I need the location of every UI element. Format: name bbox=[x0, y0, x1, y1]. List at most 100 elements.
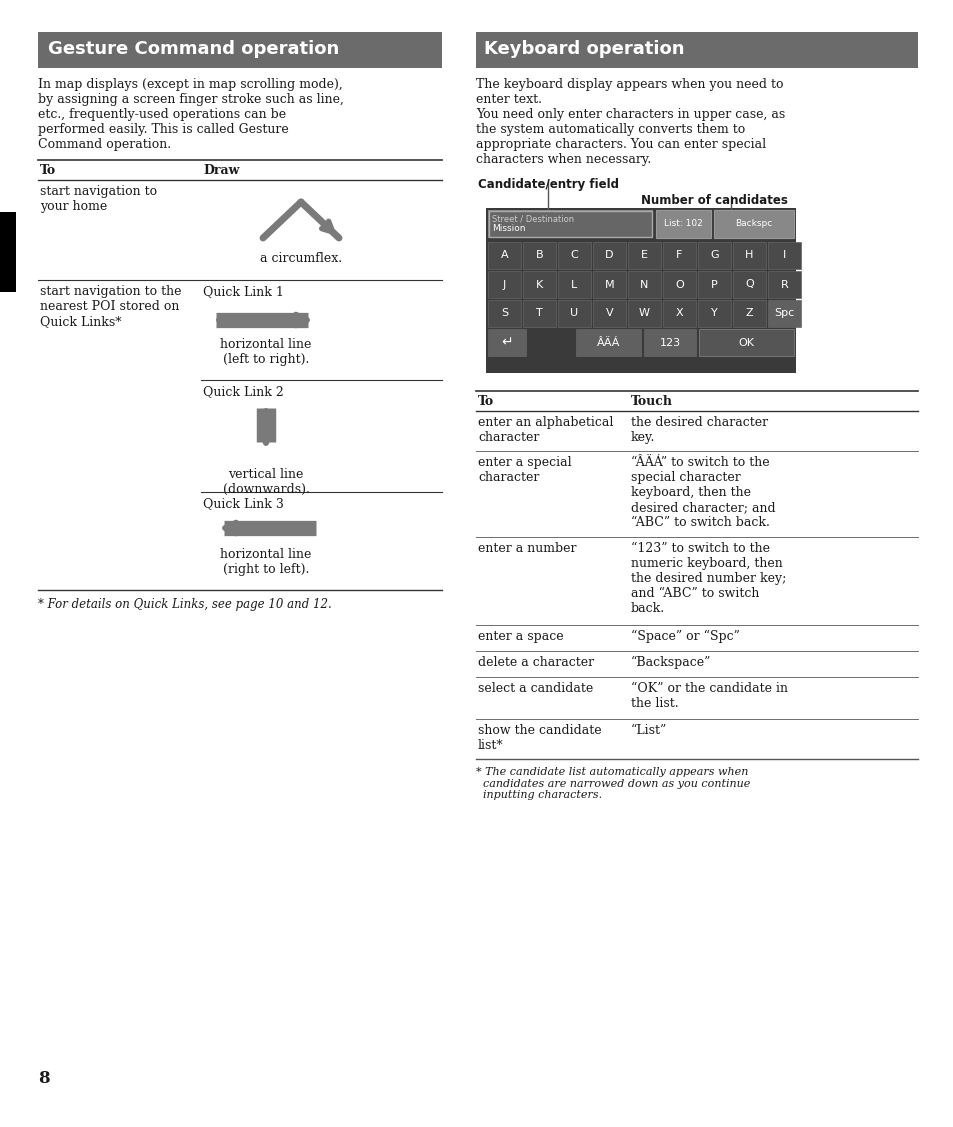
Text: enter a space: enter a space bbox=[477, 630, 563, 644]
Text: show the candidate
list*: show the candidate list* bbox=[477, 724, 601, 752]
Text: the desired character
key.: the desired character key. bbox=[630, 416, 767, 444]
Text: 8: 8 bbox=[38, 1070, 50, 1088]
Text: The keyboard display appears when you need to
enter text.
You need only enter ch: The keyboard display appears when you ne… bbox=[476, 78, 784, 166]
Bar bbox=[627, 300, 660, 327]
Text: Quick Link 3: Quick Link 3 bbox=[203, 497, 284, 511]
Text: Q: Q bbox=[744, 279, 753, 290]
Text: P: P bbox=[710, 279, 717, 290]
Text: W: W bbox=[639, 309, 649, 319]
Text: J: J bbox=[502, 279, 506, 290]
Bar bbox=[558, 300, 590, 327]
Text: E: E bbox=[640, 250, 647, 260]
Text: L: L bbox=[571, 279, 577, 290]
Text: C: C bbox=[570, 250, 578, 260]
Bar bbox=[576, 329, 640, 356]
Bar bbox=[627, 242, 660, 269]
Bar bbox=[732, 242, 765, 269]
Bar bbox=[713, 210, 793, 238]
Text: Backspc: Backspc bbox=[735, 219, 772, 228]
Text: S: S bbox=[500, 309, 508, 319]
Text: Quick Link 2: Quick Link 2 bbox=[203, 385, 283, 398]
Text: V: V bbox=[605, 309, 613, 319]
Bar bbox=[767, 300, 801, 327]
Text: ↵: ↵ bbox=[500, 336, 513, 349]
Text: horizontal line
(left to right).: horizontal line (left to right). bbox=[220, 338, 312, 366]
Bar bbox=[732, 270, 765, 298]
Text: T: T bbox=[536, 309, 542, 319]
Text: N: N bbox=[639, 279, 648, 290]
Text: Gesture Command operation: Gesture Command operation bbox=[48, 39, 339, 57]
Text: delete a character: delete a character bbox=[477, 656, 594, 669]
Text: H: H bbox=[744, 250, 753, 260]
Bar bbox=[593, 242, 625, 269]
Bar bbox=[38, 32, 441, 68]
Text: M: M bbox=[604, 279, 614, 290]
Bar bbox=[698, 242, 730, 269]
Text: U: U bbox=[570, 309, 578, 319]
Text: * For details on Quick Links, see page 10 and 12.: * For details on Quick Links, see page 1… bbox=[38, 598, 332, 611]
Bar bbox=[643, 329, 696, 356]
Text: R: R bbox=[780, 279, 787, 290]
Text: horizontal line
(right to left).: horizontal line (right to left). bbox=[220, 548, 312, 576]
Text: 123: 123 bbox=[659, 337, 679, 347]
Text: List: 102: List: 102 bbox=[663, 219, 701, 228]
Bar bbox=[558, 242, 590, 269]
Text: Candidate/entry field: Candidate/entry field bbox=[477, 178, 618, 190]
Text: select a candidate: select a candidate bbox=[477, 682, 593, 695]
Bar bbox=[699, 329, 793, 356]
Text: Draw: Draw bbox=[203, 165, 239, 177]
Bar bbox=[488, 300, 520, 327]
Bar bbox=[488, 242, 520, 269]
Text: B: B bbox=[536, 250, 543, 260]
Text: Mission: Mission bbox=[492, 224, 525, 233]
Text: I: I bbox=[782, 250, 785, 260]
Bar bbox=[662, 300, 696, 327]
Text: “123” to switch to the
numeric keyboard, then
the desired number key;
and “ABC” : “123” to switch to the numeric keyboard,… bbox=[630, 542, 785, 615]
Bar bbox=[732, 300, 765, 327]
Text: Street / Destination: Street / Destination bbox=[492, 214, 574, 223]
Bar bbox=[656, 210, 710, 238]
Bar bbox=[522, 270, 556, 298]
Text: start navigation to
your home: start navigation to your home bbox=[40, 185, 157, 213]
Text: enter a number: enter a number bbox=[477, 542, 576, 554]
Text: Spc: Spc bbox=[774, 309, 794, 319]
Bar bbox=[593, 300, 625, 327]
Bar bbox=[488, 210, 652, 238]
Text: To: To bbox=[477, 394, 494, 408]
Text: D: D bbox=[604, 250, 613, 260]
Text: Quick Link 1: Quick Link 1 bbox=[203, 285, 284, 298]
Bar bbox=[522, 242, 556, 269]
Text: Number of candidates: Number of candidates bbox=[640, 194, 787, 207]
Text: “List”: “List” bbox=[630, 724, 666, 737]
Bar bbox=[558, 270, 590, 298]
Text: enter a special
character: enter a special character bbox=[477, 456, 571, 483]
Text: “Backspace”: “Backspace” bbox=[630, 656, 711, 669]
Text: Keyboard operation: Keyboard operation bbox=[483, 39, 684, 57]
Text: K: K bbox=[536, 279, 542, 290]
Text: * The candidate list automatically appears when
  candidates are narrowed down a: * The candidate list automatically appea… bbox=[476, 767, 750, 800]
Bar bbox=[0, 212, 16, 292]
Bar bbox=[489, 211, 651, 237]
Bar bbox=[698, 300, 730, 327]
Text: A: A bbox=[500, 250, 508, 260]
Text: “Space” or “Spc”: “Space” or “Spc” bbox=[630, 630, 740, 644]
Bar bbox=[767, 242, 801, 269]
Text: “OK” or the candidate in
the list.: “OK” or the candidate in the list. bbox=[630, 682, 787, 710]
Text: ÂÄÁ: ÂÄÁ bbox=[597, 337, 619, 347]
Bar bbox=[662, 270, 696, 298]
Bar bbox=[485, 208, 795, 373]
Bar bbox=[627, 270, 660, 298]
Bar bbox=[593, 270, 625, 298]
Text: O: O bbox=[675, 279, 683, 290]
Text: enter an alphabetical
character: enter an alphabetical character bbox=[477, 416, 613, 444]
Text: G: G bbox=[709, 250, 718, 260]
Bar bbox=[522, 300, 556, 327]
Bar bbox=[767, 270, 801, 298]
Text: Touch: Touch bbox=[630, 394, 672, 408]
Text: To: To bbox=[40, 165, 56, 177]
Bar bbox=[476, 32, 917, 68]
Text: X: X bbox=[675, 309, 682, 319]
Bar bbox=[488, 270, 520, 298]
Bar bbox=[662, 242, 696, 269]
Text: Z: Z bbox=[745, 309, 753, 319]
